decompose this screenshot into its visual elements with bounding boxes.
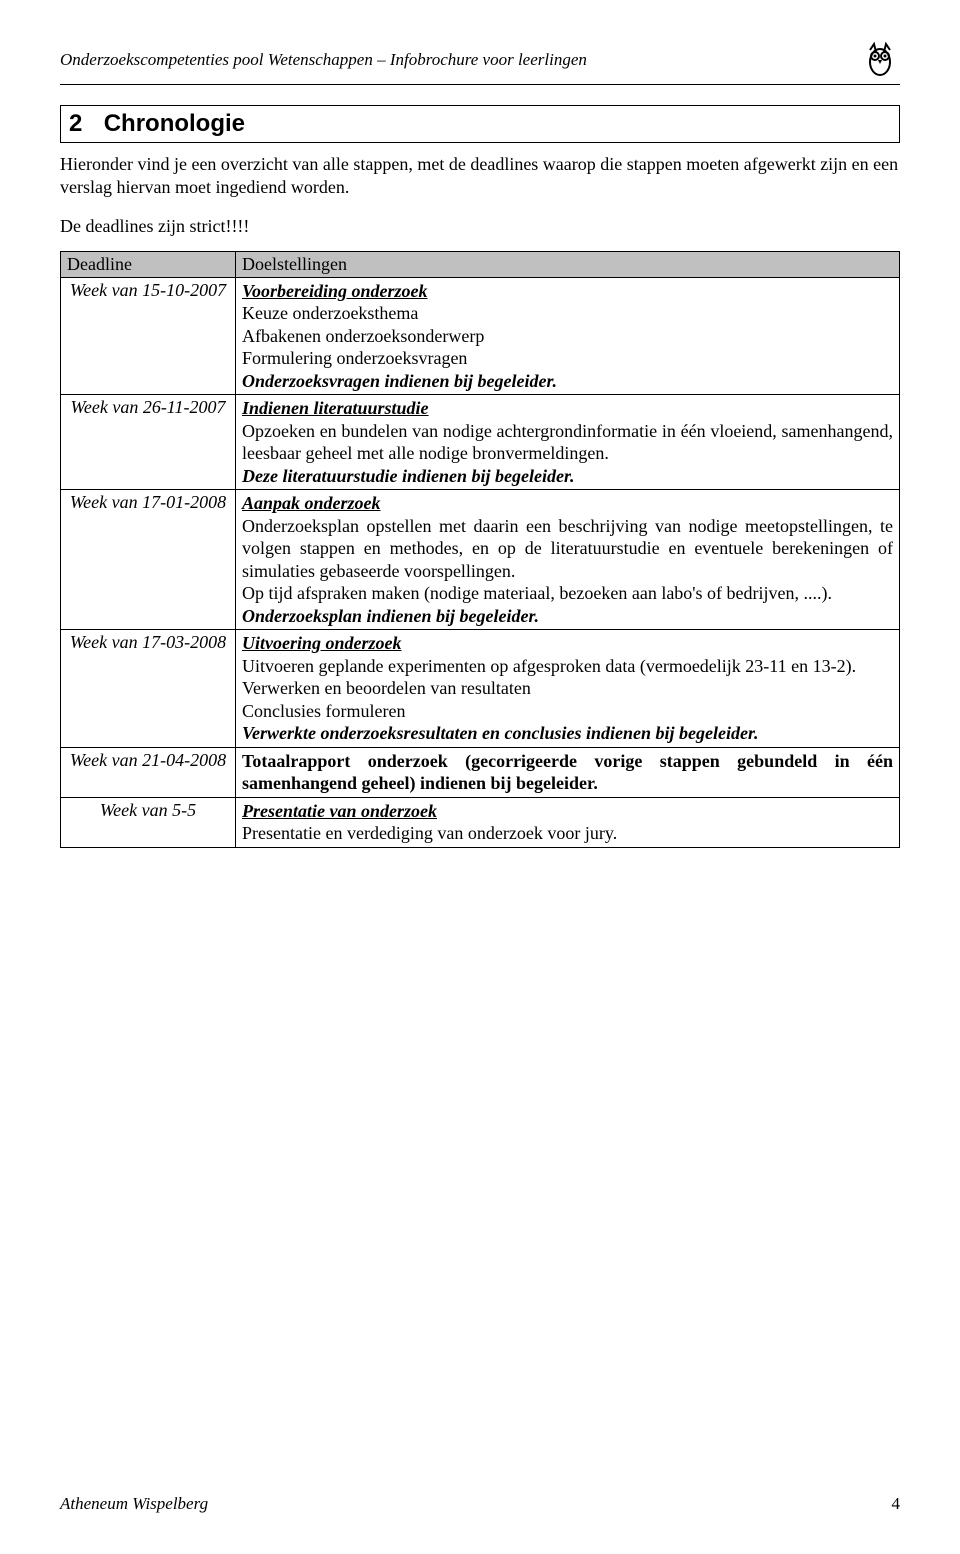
row-title: Aanpak onderzoek xyxy=(242,493,381,513)
row-closer: Verwerkte onderzoeksresultaten en conclu… xyxy=(242,722,893,745)
strict-line: De deadlines zijn strict!!!! xyxy=(60,216,900,237)
content-cell: Totaalrapport onderzoek (gecorrigeerde v… xyxy=(236,747,900,797)
col-header-deadline: Deadline xyxy=(61,251,236,277)
deadline-cell: Week van 15-10-2007 xyxy=(61,277,236,395)
content-cell: Voorbereiding onderzoek Keuze onderzoeks… xyxy=(236,277,900,395)
row-closer: Onderzoeksplan indienen bij begeleider. xyxy=(242,605,893,628)
chronology-table: Deadline Doelstellingen Week van 15-10-2… xyxy=(60,251,900,848)
col-header-doelstellingen: Doelstellingen xyxy=(236,251,900,277)
deadline-cell: Week van 17-03-2008 xyxy=(61,630,236,748)
row-line: Keuze onderzoeksthema xyxy=(242,302,893,325)
footer-left: Atheneum Wispelberg xyxy=(60,1494,208,1514)
row-paragraph: Onderzoeksplan opstellen met daarin een … xyxy=(242,515,893,583)
content-cell: Indienen literatuurstudie Opzoeken en bu… xyxy=(236,395,900,490)
table-row: Week van 15-10-2007 Voorbereiding onderz… xyxy=(61,277,900,395)
table-row: Week van 21-04-2008 Totaalrapport onderz… xyxy=(61,747,900,797)
content-cell: Presentatie van onderzoek Presentatie en… xyxy=(236,797,900,847)
table-row: Week van 17-03-2008 Uitvoering onderzoek… xyxy=(61,630,900,748)
row-line: Verwerken en beoordelen van resultaten xyxy=(242,677,893,700)
row-line: Afbakenen onderzoeksonderwerp xyxy=(242,325,893,348)
row-title: Voorbereiding onderzoek xyxy=(242,281,428,301)
row-closer: Deze literatuurstudie indienen bij begel… xyxy=(242,465,893,488)
row-boldline: Totaalrapport onderzoek (gecorrigeerde v… xyxy=(242,750,893,795)
section-title-box: 2 Chronologie xyxy=(60,105,900,143)
header-rule xyxy=(60,84,900,85)
section-title: Chronologie xyxy=(104,110,245,137)
row-line: Conclusies formuleren xyxy=(242,700,893,723)
row-title: Uitvoering onderzoek xyxy=(242,633,402,653)
deadline-cell: Week van 21-04-2008 xyxy=(61,747,236,797)
page-header: Onderzoekscompetenties pool Wetenschappe… xyxy=(60,40,900,80)
table-header-row: Deadline Doelstellingen xyxy=(61,251,900,277)
page-footer: Atheneum Wispelberg 4 xyxy=(60,1494,900,1514)
row-closer: Onderzoeksvragen indienen bij begeleider… xyxy=(242,370,893,393)
table-row: Week van 26-11-2007 Indienen literatuurs… xyxy=(61,395,900,490)
deadline-cell: Week van 17-01-2008 xyxy=(61,490,236,630)
running-title: Onderzoekscompetenties pool Wetenschappe… xyxy=(60,50,587,70)
row-title: Indienen literatuurstudie xyxy=(242,398,429,418)
table-row: Week van 17-01-2008 Aanpak onderzoek Ond… xyxy=(61,490,900,630)
content-cell: Uitvoering onderzoek Uitvoeren geplande … xyxy=(236,630,900,748)
row-line: Formulering onderzoeksvragen xyxy=(242,347,893,370)
row-title: Presentatie van onderzoek xyxy=(242,801,437,821)
content-cell: Aanpak onderzoek Onderzoeksplan opstelle… xyxy=(236,490,900,630)
row-paragraph: Opzoeken en bundelen van nodige achtergr… xyxy=(242,420,893,465)
intro-paragraph: Hieronder vind je een overzicht van alle… xyxy=(60,153,900,200)
deadline-cell: Week van 5-5 xyxy=(61,797,236,847)
owl-icon xyxy=(860,40,900,80)
table-row: Week van 5-5 Presentatie van onderzoek P… xyxy=(61,797,900,847)
row-paragraph: Op tijd afspraken maken (nodige materiaa… xyxy=(242,582,893,605)
deadline-cell: Week van 26-11-2007 xyxy=(61,395,236,490)
section-number: 2 xyxy=(69,110,82,137)
row-line: Uitvoeren geplande experimenten op afges… xyxy=(242,655,893,678)
row-line: Presentatie en verdediging van onderzoek… xyxy=(242,822,893,845)
page-number: 4 xyxy=(892,1494,901,1514)
